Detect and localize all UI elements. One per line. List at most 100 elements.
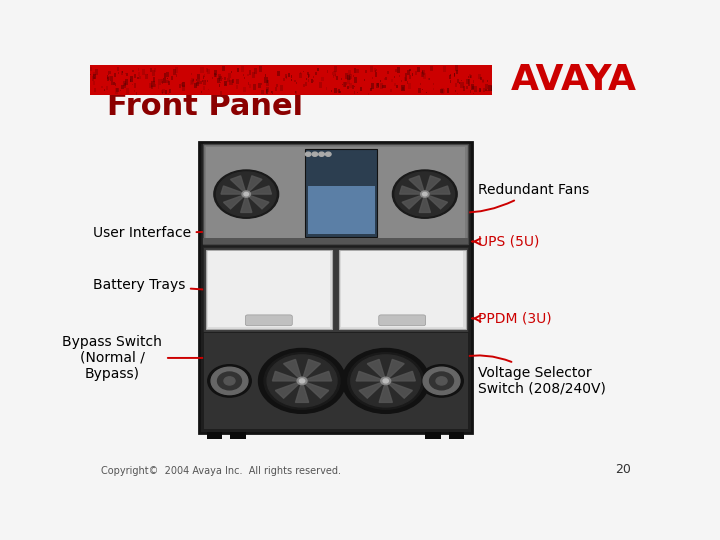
Bar (115, 87, 118, 93)
Bar (497, 90, 498, 94)
Bar (203, 144, 468, 245)
Bar (521, 87, 523, 90)
Text: Redundant Fans: Redundant Fans (407, 183, 589, 213)
Bar (534, 82, 536, 87)
Bar (153, 77, 156, 82)
Bar (249, 70, 251, 75)
Bar (422, 70, 423, 73)
Bar (299, 73, 302, 78)
Bar (212, 77, 213, 79)
Circle shape (217, 172, 276, 217)
Bar (482, 80, 484, 82)
Bar (132, 70, 134, 72)
Bar (110, 76, 113, 81)
Bar (121, 71, 123, 75)
Bar (122, 85, 124, 89)
Bar (466, 79, 469, 84)
Polygon shape (221, 186, 244, 194)
Bar (377, 83, 379, 88)
Bar (399, 75, 400, 77)
Bar (219, 84, 220, 87)
Bar (194, 83, 197, 87)
Bar (559, 76, 562, 80)
Bar (349, 83, 351, 88)
Bar (375, 70, 376, 72)
Bar (108, 71, 109, 75)
FancyBboxPatch shape (246, 315, 292, 326)
Bar (417, 67, 420, 72)
Bar (487, 80, 488, 83)
Bar (190, 79, 193, 85)
Bar (541, 69, 542, 71)
Bar (347, 78, 351, 84)
Bar (94, 81, 95, 85)
Bar (365, 70, 366, 73)
Bar (396, 85, 397, 88)
Bar (203, 332, 468, 429)
Bar (343, 82, 346, 87)
Bar (374, 68, 376, 72)
Bar (139, 76, 140, 79)
Bar (192, 78, 194, 84)
Bar (94, 77, 95, 79)
Bar (423, 73, 426, 79)
Bar (145, 74, 148, 79)
Polygon shape (284, 360, 302, 379)
Bar (382, 85, 384, 88)
Bar (390, 89, 392, 92)
Bar (114, 83, 116, 86)
Bar (345, 73, 348, 79)
Bar (266, 86, 269, 92)
Bar (492, 78, 495, 83)
Bar (224, 77, 225, 80)
Polygon shape (427, 186, 450, 194)
Bar (334, 66, 337, 72)
Bar (258, 83, 261, 87)
Bar (138, 68, 139, 71)
Bar (134, 74, 136, 78)
Bar (380, 80, 381, 82)
Bar (199, 141, 472, 433)
Bar (149, 83, 152, 88)
FancyBboxPatch shape (379, 315, 426, 326)
Bar (254, 68, 257, 74)
Circle shape (420, 364, 463, 397)
Circle shape (392, 170, 457, 218)
Polygon shape (247, 176, 262, 193)
Bar (554, 78, 556, 82)
Text: PPDM (3U): PPDM (3U) (472, 312, 552, 326)
Bar (338, 89, 340, 93)
Bar (118, 72, 119, 74)
Bar (318, 68, 319, 71)
Bar (349, 74, 352, 79)
Bar (480, 89, 481, 91)
Bar (137, 77, 138, 79)
Polygon shape (402, 195, 423, 209)
Bar (244, 77, 245, 78)
Bar (385, 77, 387, 80)
Bar (449, 74, 451, 76)
Bar (271, 91, 273, 93)
Bar (285, 74, 287, 78)
Circle shape (319, 152, 325, 156)
Bar (455, 90, 456, 92)
Bar (505, 78, 506, 81)
Bar (253, 84, 256, 90)
Bar (266, 80, 269, 83)
Circle shape (267, 355, 337, 407)
Bar (510, 70, 513, 76)
Bar (551, 79, 552, 82)
Bar (364, 70, 365, 72)
Bar (354, 68, 356, 73)
Text: Battery Trays: Battery Trays (93, 278, 228, 294)
Polygon shape (426, 195, 448, 209)
Bar (248, 82, 249, 85)
Bar (469, 90, 471, 93)
Bar (163, 78, 166, 83)
Bar (206, 69, 208, 71)
Bar (548, 86, 549, 89)
Bar (422, 75, 423, 77)
Bar (138, 72, 140, 76)
Circle shape (297, 377, 307, 384)
Bar (205, 80, 206, 82)
